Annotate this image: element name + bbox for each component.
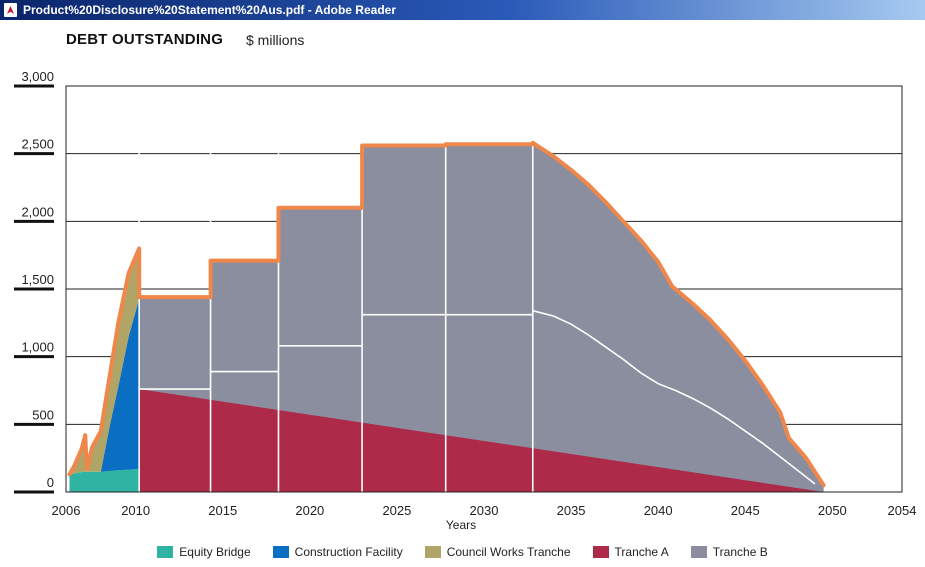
x-axis-tick-label: 2035 (557, 503, 586, 518)
x-axis-tick-label: 2030 (470, 503, 499, 518)
y-axis-tick-label: 500 (32, 407, 54, 422)
y-axis-tick-label: 1,000 (21, 340, 54, 355)
total-debt-outline (67, 140, 826, 488)
pdf-document-icon (4, 3, 17, 17)
legend-swatch (157, 546, 174, 558)
legend-item: Council Works Tranche (424, 543, 571, 561)
legend-swatch (690, 546, 707, 558)
chart-subtitle: $ millions (246, 32, 305, 48)
y-axis-tick-label: 1,500 (21, 272, 54, 287)
x-axis-tick-label: 2054 (888, 503, 917, 518)
y-axis-tick-label: 2,000 (21, 204, 54, 219)
y-axis-tick-label: 0 (47, 475, 54, 490)
x-axis-tick-label: 2020 (295, 503, 324, 518)
tranche-a-boundary (139, 309, 816, 485)
legend-label: Equity Bridge (179, 545, 251, 559)
legend-item: Construction Facility (272, 543, 403, 561)
legend-label: Tranche B (712, 545, 768, 559)
x-axis-tick-label: 2010 (121, 503, 150, 518)
legend-swatch (424, 546, 441, 558)
window-title: Product%20Disclosure%20Statement%20Aus.p… (23, 3, 396, 17)
legend-label: Council Works Tranche (446, 545, 571, 559)
x-axis-label: Years (446, 518, 476, 532)
series-area-tranche-b (139, 142, 824, 493)
window-title-bar[interactable]: Product%20Disclosure%20Statement%20Aus.p… (0, 0, 925, 20)
y-axis-tick-label: 2,500 (21, 137, 54, 152)
plot-frame (65, 85, 903, 493)
chart-legend: Equity Bridge Construction Facility Counci… (0, 543, 925, 561)
legend-swatch (592, 546, 609, 558)
legend-item: Equity Bridge (157, 543, 251, 561)
legend-label: Tranche A (614, 545, 669, 559)
legend-label: Construction Facility (294, 545, 403, 559)
x-axis-tick-label: 2006 (52, 503, 81, 518)
y-axis-tick-label: 3,000 (21, 69, 54, 84)
x-axis-tick-label: 2045 (731, 503, 760, 518)
x-axis-tick-label: 2025 (382, 503, 411, 518)
series-area-construction-facility (100, 298, 140, 472)
x-axis-tick-label: 2015 (208, 503, 237, 518)
chart-title: DEBT OUTSTANDING (66, 31, 224, 48)
legend-item: Tranche A (592, 543, 669, 561)
legend-item: Tranche B (690, 543, 768, 561)
x-axis-tick-label: 2050 (818, 503, 847, 518)
x-axis-tick-label: 2040 (644, 503, 673, 518)
legend-swatch (272, 546, 289, 558)
series-area-council-works-tranche (69, 248, 140, 475)
series-area-equity-bridge (69, 469, 140, 492)
